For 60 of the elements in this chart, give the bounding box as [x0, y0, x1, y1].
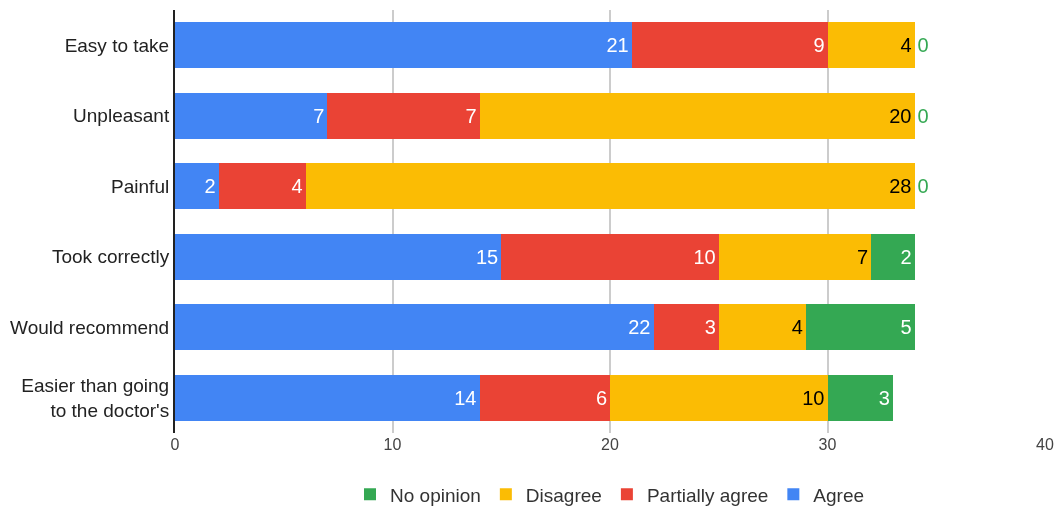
- y-tick-label: Painful: [111, 175, 170, 197]
- data-label: 4: [791, 316, 803, 339]
- bar: [631, 22, 828, 69]
- bar: [175, 22, 632, 69]
- x-tick-label: 40: [1036, 436, 1054, 453]
- y-tick-label: Would recommend: [10, 316, 170, 338]
- x-tick-label: 10: [383, 436, 402, 453]
- data-label: 0: [917, 175, 929, 198]
- bar: [175, 304, 654, 351]
- bar: [479, 92, 915, 139]
- bar: [610, 374, 828, 421]
- bar: [827, 374, 893, 421]
- bar: [175, 233, 502, 280]
- y-tick-label: Easy to take: [64, 34, 170, 56]
- data-label: 2: [204, 175, 216, 198]
- data-label: 21: [606, 34, 629, 57]
- legend-label: Agree: [813, 484, 865, 506]
- y-tick-label: Took correctly: [52, 246, 170, 268]
- y-tick-label: Unpleasant: [73, 105, 170, 127]
- data-label: 2: [900, 245, 912, 268]
- bar: [305, 163, 915, 210]
- data-label: 28: [889, 175, 912, 198]
- data-label: 10: [693, 245, 716, 268]
- bar: [479, 374, 610, 421]
- data-label: 0: [917, 104, 929, 127]
- bar: [175, 163, 219, 210]
- data-label: 5: [900, 316, 912, 339]
- data-label: 3: [704, 316, 716, 339]
- bar: [218, 163, 306, 210]
- bar: [501, 233, 719, 280]
- x-tick-label: 0: [170, 436, 180, 453]
- y-tick-label: Easier than going to the doctor's: [21, 375, 170, 421]
- bar: [718, 304, 806, 351]
- data-label: 0: [917, 34, 929, 57]
- data-label: 9: [813, 34, 825, 57]
- data-label: 7: [856, 245, 868, 268]
- data-label: 4: [291, 175, 303, 198]
- bar: [175, 374, 480, 421]
- bar: [718, 233, 871, 280]
- bar: [827, 22, 915, 69]
- data-label: 7: [465, 104, 477, 127]
- bar: [871, 233, 915, 280]
- data-label: 20: [889, 104, 912, 127]
- data-label: 22: [628, 316, 651, 339]
- legend-label: No opinion: [390, 484, 481, 506]
- data-label: 3: [878, 386, 890, 409]
- bar: [175, 92, 328, 139]
- data-label: 7: [313, 104, 325, 127]
- bar: [327, 92, 480, 139]
- legend-label: Partially agree: [646, 484, 769, 506]
- x-tick-label: 20: [601, 436, 619, 453]
- bar: [653, 304, 719, 351]
- data-label: 14: [454, 386, 477, 409]
- bar: [805, 304, 915, 351]
- x-tick-label: 30: [818, 436, 837, 453]
- data-label: 6: [595, 386, 607, 409]
- data-label: 4: [900, 34, 912, 57]
- data-label: 15: [476, 245, 499, 268]
- data-label: 10: [802, 386, 825, 409]
- legend-label: Disagree: [525, 484, 602, 506]
